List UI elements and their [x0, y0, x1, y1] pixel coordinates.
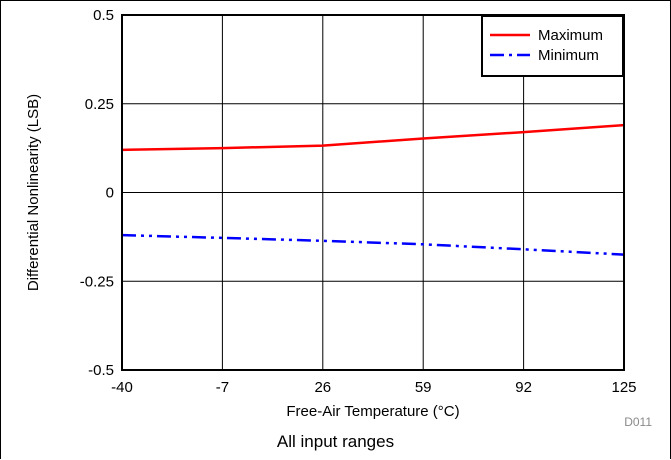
legend-box — [481, 15, 624, 77]
x-tick-label: -7 — [216, 379, 229, 396]
series-line-maximum — [121, 123, 625, 152]
x-tick-label: 26 — [314, 379, 331, 396]
tick-labels: -40 -7 26 59 92 125 0.5 0.25 0 -0.25 -0.5 — [80, 7, 637, 396]
x-tick-label: 59 — [415, 379, 432, 396]
y-axis-label: Differential Nonlinearity (LSB) — [25, 94, 42, 291]
y-tick-label: 0.5 — [93, 7, 114, 24]
plot-border — [121, 14, 625, 371]
series-lines — [121, 123, 625, 256]
x-axis-label: Free-Air Temperature (°C) — [286, 403, 459, 420]
figure-id: D011 — [624, 415, 652, 429]
legend-label: Maximum — [538, 27, 603, 44]
legend: Maximum Minimum — [481, 15, 624, 77]
series-line-minimum — [121, 233, 625, 256]
caption: All input ranges — [276, 432, 395, 451]
y-tick-label: 0.25 — [85, 96, 114, 113]
y-tick-label: -0.25 — [80, 273, 114, 290]
y-tick-label: 0 — [106, 185, 114, 202]
x-tick-label: 92 — [515, 379, 532, 396]
y-tick-label: -0.5 — [88, 362, 114, 379]
legend-label: Minimum — [538, 47, 599, 64]
x-tick-label: 125 — [611, 379, 636, 396]
x-tick-label: -40 — [111, 379, 133, 396]
